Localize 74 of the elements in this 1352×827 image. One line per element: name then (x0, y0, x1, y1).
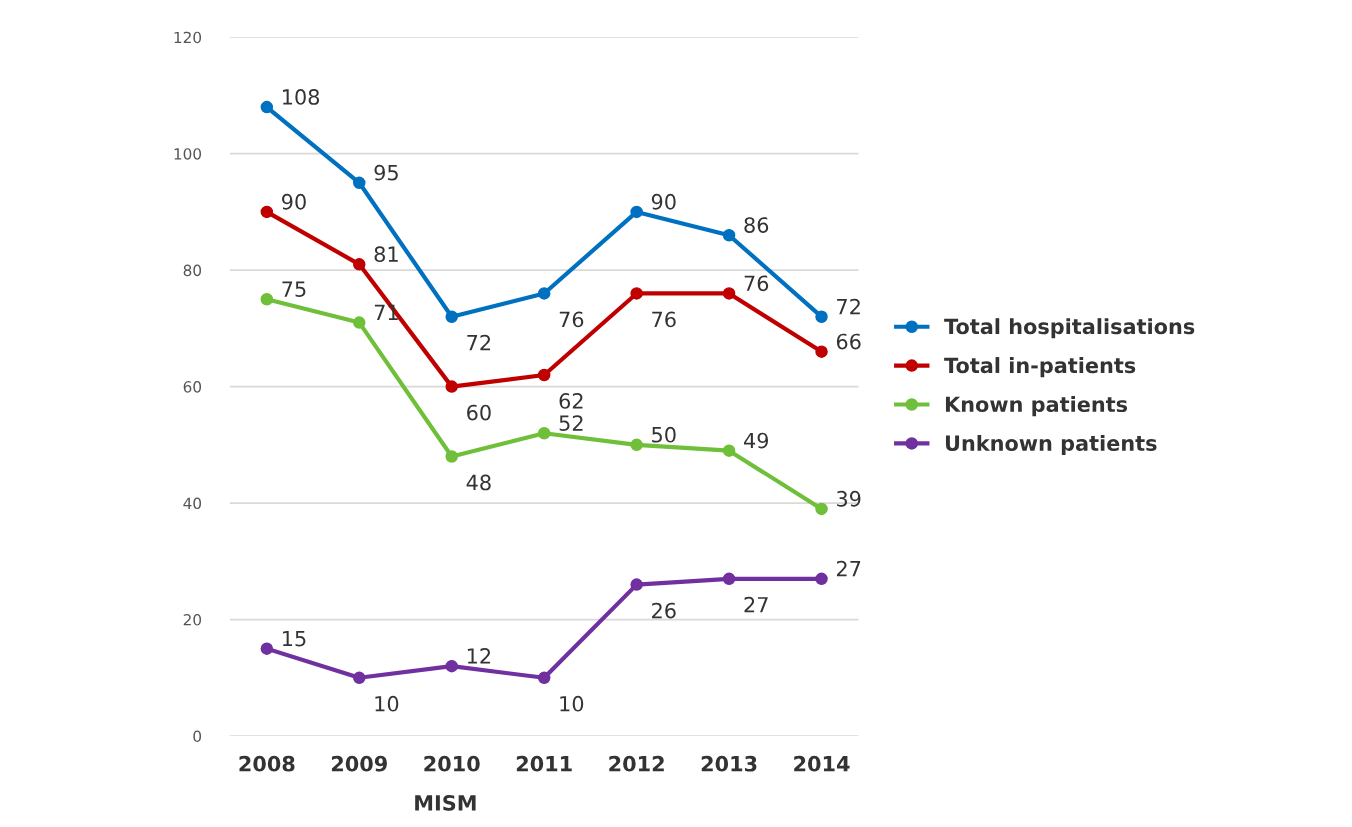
data-label: 49 (743, 432, 769, 449)
data-label: 66 (836, 333, 861, 350)
data-label: 62 (559, 393, 583, 409)
data-label: 86 (744, 217, 769, 233)
data-label: 90 (282, 193, 306, 210)
y-tick-label: 60 (183, 381, 202, 393)
x-tick-label: 2013 (701, 755, 757, 772)
point (445, 450, 458, 463)
data-label: 108 (283, 89, 320, 105)
point (722, 287, 736, 300)
point (537, 287, 551, 300)
data-label: 76 (744, 275, 769, 292)
point (630, 287, 643, 300)
data-label: 48 (466, 474, 491, 491)
y-tick-label: 120 (174, 31, 202, 44)
legend-label: Known patients (945, 396, 1128, 417)
x-tick-label: 2012 (609, 755, 664, 772)
point (722, 228, 736, 242)
point (722, 444, 736, 457)
data-label: 39 (837, 490, 861, 507)
x-tick-label: 2014 (794, 755, 850, 772)
legend-label: Total hospitalisations (944, 318, 1195, 339)
point (537, 671, 551, 685)
legend-label: Unknown patients (945, 434, 1157, 456)
point (260, 642, 274, 655)
point (260, 205, 274, 219)
data-label: 90 (651, 193, 676, 210)
x-tick-label: 2009 (331, 755, 387, 772)
point (630, 205, 643, 219)
y-tick-label: 20 (183, 614, 202, 626)
point (722, 572, 736, 586)
point (815, 345, 828, 358)
text: MISM (415, 795, 476, 811)
x-tick-label: 2011 (516, 755, 572, 772)
point (445, 310, 458, 323)
point (353, 258, 366, 271)
x-tick-label: 2008 (239, 755, 295, 772)
data-label: 72 (467, 334, 491, 351)
point (537, 426, 551, 440)
data-label: 52 (559, 415, 583, 431)
y-tick-label: 100 (174, 148, 202, 160)
point (445, 659, 458, 673)
data-label: 81 (374, 246, 398, 263)
data-label: 15 (283, 630, 306, 647)
data-label: 10 (560, 695, 584, 712)
y-tick-label: 0 (193, 730, 202, 743)
point (537, 368, 551, 382)
x-tick-label: 2010 (424, 755, 480, 772)
point (260, 100, 274, 114)
point (260, 293, 274, 306)
point (630, 438, 643, 452)
point (815, 572, 828, 586)
point (815, 502, 828, 516)
point (353, 316, 366, 329)
legend-label: Total in-patients (944, 357, 1136, 378)
data-label: 95 (374, 164, 398, 181)
data-label: 27 (744, 596, 768, 613)
point (630, 578, 643, 591)
point (445, 380, 458, 393)
data-label: 50 (652, 426, 676, 443)
data-label: 76 (652, 311, 676, 328)
y-tick-label: 80 (183, 264, 202, 277)
y-tick-label: 40 (183, 497, 202, 510)
data-label: 27 (836, 560, 861, 577)
point (353, 176, 366, 190)
data-label: 10 (375, 695, 399, 712)
data-label: 75 (282, 281, 306, 297)
data-label: 12 (467, 648, 491, 664)
point (353, 671, 366, 685)
data-label: 72 (837, 298, 860, 315)
data-label: 60 (467, 404, 491, 421)
point (815, 310, 828, 323)
data-label: 76 (559, 311, 584, 328)
data-label: 26 (652, 602, 676, 619)
